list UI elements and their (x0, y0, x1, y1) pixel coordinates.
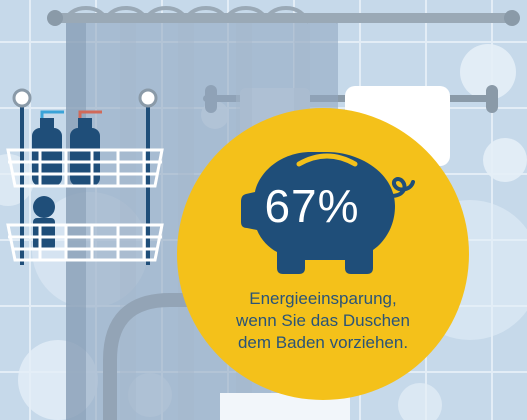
caddy-shelf-bottom (6, 223, 164, 262)
caption-line-1: Energieeinsparung, (249, 289, 397, 308)
caption-line-3: dem Baden vorziehen. (237, 333, 409, 352)
piggy-bank-icon (241, 152, 415, 274)
stat-value: 67% (264, 180, 360, 232)
caddy-shelf-top (6, 148, 164, 188)
bathtub-icon (103, 293, 237, 420)
shower-curtain-rod-icon (47, 10, 520, 26)
stat-caption: Energieeinsparung, wenn Sie das Duschen … (212, 288, 434, 354)
caption-line-2: wenn Sie das Duschen (236, 311, 410, 330)
